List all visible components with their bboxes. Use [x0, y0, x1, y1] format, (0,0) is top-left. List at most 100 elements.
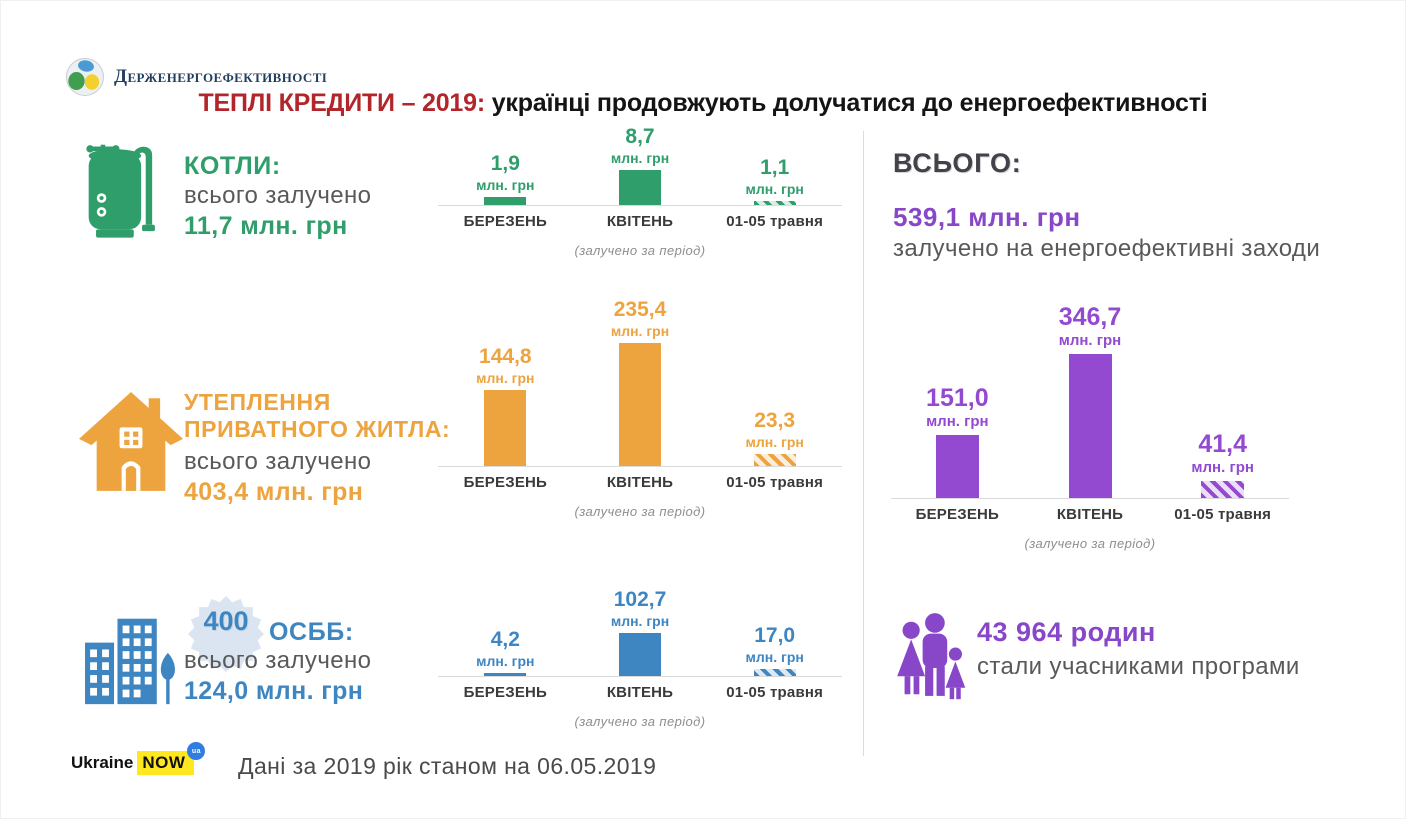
chart-column: 17,0 млн. грн: [707, 624, 842, 676]
bar-value-unit: млн. грн: [476, 370, 535, 386]
insulation-text-block: УТЕПЛЕННЯ ПРИВАТНОГО ЖИТЛА: всього залуч…: [184, 389, 450, 507]
ua-badge: ua: [187, 742, 206, 760]
bar-value-label: 17,0 млн. грн: [746, 624, 804, 666]
agency-globe-icon: [66, 58, 104, 96]
agency-name: Держенергоефективності: [114, 66, 328, 87]
ukraine-now-logo: Ukraine NOW ua: [71, 742, 206, 775]
bar-value-label: 346,7 млн. грн: [1059, 304, 1122, 350]
bar-value-label: 23,3 млн. грн: [746, 409, 804, 451]
bar-value-number: 8,7: [625, 125, 655, 148]
bar: [619, 170, 661, 205]
bar-value-number: 144,8: [479, 345, 532, 368]
families-amount: 43 964 родин: [977, 617, 1156, 647]
bar-value-unit: млн. грн: [1058, 332, 1122, 349]
insulation-chart-months: БЕРЕЗЕНЬ КВІТЕНЬ 01-05 травня: [438, 474, 842, 491]
bar-value-number: 4,2: [490, 628, 520, 651]
chart-column: 144,8 млн. грн: [438, 345, 573, 466]
osbb-title: ОСББ:: [269, 618, 354, 646]
families-subtitle: стали учасниками програми: [977, 653, 1300, 680]
family-icon: [897, 613, 966, 700]
total-subtitle: залучено на енергоефективні заходи: [893, 235, 1321, 262]
insulation-chart-plot: 144,8 млн. грн 235,4 млн. грн 23,3 млн. грн: [438, 294, 842, 467]
osbb-total: 124,0 млн. грн: [184, 677, 364, 705]
chart-column: 235,4 млн. грн: [573, 298, 708, 466]
bar-value-unit: млн. грн: [610, 323, 670, 339]
total-chart: 151,0 млн. грн 346,7 млн. грн 41,4 млн. грн Б…: [891, 298, 1289, 551]
month-label: 01-05 травня: [726, 213, 824, 230]
osbb-chart-plot: 4,2 млн. грн 102,7 млн. грн 17,0 млн. грн: [438, 580, 842, 677]
insulation-title-line1: УТЕПЛЕННЯ: [184, 389, 331, 415]
chart-column: 1,1 млн. грн: [707, 156, 842, 205]
chart-column: 1,9 млн. грн: [438, 152, 573, 205]
bar-value-number: 102,7: [613, 588, 667, 611]
buildings-icon: [85, 618, 175, 705]
month-label: 01-05 травня: [1174, 506, 1272, 523]
bar-value-unit: млн. грн: [476, 653, 535, 669]
bar: [619, 633, 661, 676]
osbb-text-block: всього залучено 124,0 млн. грн: [184, 646, 371, 706]
bar-value-number: 151,0: [926, 384, 989, 412]
month-label: КВІТЕНЬ: [606, 684, 674, 701]
bar: [484, 390, 527, 466]
bar: [619, 343, 661, 466]
bar-value-unit: млн. грн: [745, 181, 804, 197]
bar-value-label: 4,2 млн. грн: [476, 628, 534, 670]
bar-value-label: 1,1 млн. грн: [746, 156, 804, 198]
bar-value-number: 235,4: [613, 298, 667, 321]
boilers-chart-months: БЕРЕЗЕНЬ КВІТЕНЬ 01-05 травня: [438, 213, 842, 230]
bar: [484, 673, 527, 676]
insulation-title-line2: ПРИВАТНОГО ЖИТЛА:: [184, 416, 451, 442]
month-label: КВІТЕНЬ: [606, 213, 674, 230]
bar-hatched: [1201, 481, 1245, 498]
boilers-total: 11,7 млн. грн: [184, 212, 348, 240]
month-label: 01-05 травня: [726, 474, 824, 491]
boiler-icon: [86, 144, 155, 238]
chart-column: 8,7 млн. грн: [573, 125, 708, 205]
total-chart-note: (залучено за період): [1024, 536, 1156, 551]
bar-value-unit: млн. грн: [610, 613, 670, 629]
bar-value-unit: млн. грн: [926, 413, 989, 430]
boilers-chart-note: (залучено за період): [574, 243, 706, 258]
bar-value-unit: млн. грн: [1191, 459, 1254, 476]
bar-value-label: 8,7 млн. грн: [611, 125, 669, 167]
osbb-count-badge: 400: [203, 606, 249, 637]
month-label: КВІТЕНЬ: [1056, 506, 1124, 523]
insulation-total: 403,4 млн. грн: [184, 478, 364, 506]
chart-column: 151,0 млн. грн: [891, 385, 1024, 498]
agency-logo-row: Держенергоефективності: [65, 57, 327, 97]
insulation-subtitle: всього залучено: [184, 448, 372, 475]
month-label: БЕРЕЗЕНЬ: [463, 684, 548, 701]
chart-column: 41,4 млн. грн: [1156, 431, 1289, 498]
bar-value-label: 235,4 млн. грн: [611, 298, 669, 340]
bar-hatched: [753, 454, 796, 466]
bar: [935, 435, 979, 498]
osbb-chart-months: БЕРЕЗЕНЬ КВІТЕНЬ 01-05 травня: [438, 684, 842, 701]
footer-note: Дані за 2019 рік станом на 06.05.2019: [238, 753, 657, 779]
bar-value-number: 346,7: [1058, 303, 1122, 331]
bar-value-number: 1,9: [490, 152, 520, 175]
total-chart-plot: 151,0 млн. грн 346,7 млн. грн 41,4 млн. грн: [891, 298, 1289, 499]
bar-value-unit: млн. грн: [476, 177, 535, 193]
osbb-subtitle: всього залучено: [184, 647, 372, 674]
ukraine-now-now-text: NOW: [142, 753, 186, 772]
ukraine-now-now: NOW ua: [137, 742, 206, 775]
bar: [1068, 354, 1112, 498]
bar-value-number: 23,3: [754, 409, 796, 432]
month-label: БЕРЕЗЕНЬ: [463, 213, 548, 230]
ukraine-now-ukraine: Ukraine: [71, 753, 134, 772]
boilers-chart-plot: 1,9 млн. грн 8,7 млн. грн 1,1 млн. грн: [438, 121, 842, 206]
boilers-title: КОТЛИ:: [184, 152, 281, 180]
bar-hatched: [753, 669, 796, 676]
boilers-text-block: КОТЛИ: всього залучено 11,7 млн. грн: [184, 152, 371, 241]
total-title: ВСЬОГО:: [893, 148, 1022, 178]
chart-column: 4,2 млн. грн: [438, 628, 573, 676]
bar: [484, 197, 527, 205]
chart-column: 346,7 млн. грн: [1024, 304, 1157, 498]
bar-value-label: 1,9 млн. грн: [476, 152, 534, 194]
chart-column: 102,7 млн. грн: [573, 588, 708, 676]
chart-column: 23,3 млн. грн: [707, 409, 842, 466]
bar-value-label: 102,7 млн. грн: [611, 588, 669, 630]
page-title-accent: ТЕПЛІ КРЕДИТИ – 2019:: [198, 89, 485, 117]
total-chart-months: БЕРЕЗЕНЬ КВІТЕНЬ 01-05 травня: [891, 506, 1289, 523]
